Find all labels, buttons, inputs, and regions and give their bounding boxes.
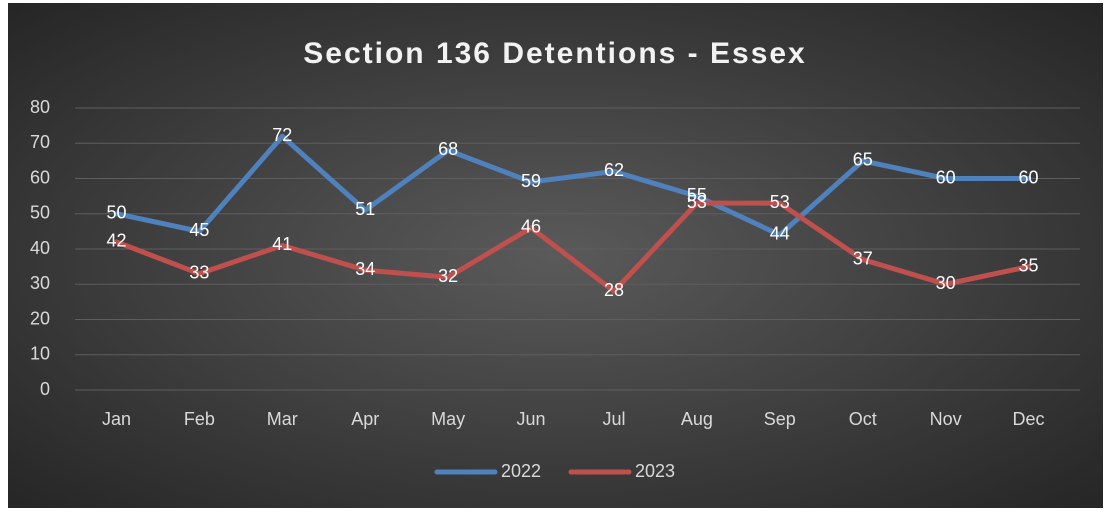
data-label: 51 (355, 199, 375, 219)
x-tick-label: Feb (184, 409, 215, 429)
data-label: 42 (106, 231, 126, 251)
y-tick-label: 70 (30, 132, 50, 152)
data-label: 60 (936, 167, 956, 187)
x-tick-label: Dec (1013, 409, 1045, 429)
data-label: 28 (604, 280, 624, 300)
data-label: 44 (770, 224, 790, 244)
x-tick-label: Apr (351, 409, 379, 429)
x-tick-label: Aug (681, 409, 713, 429)
y-tick-label: 20 (30, 308, 50, 328)
data-label: 37 (853, 248, 873, 268)
data-label: 50 (106, 203, 126, 223)
legend-label: 2022 (501, 461, 541, 481)
data-label: 32 (438, 266, 458, 286)
y-tick-label: 50 (30, 203, 50, 223)
x-tick-label: Nov (930, 409, 962, 429)
data-label: 60 (1019, 167, 1039, 187)
data-label: 45 (189, 220, 209, 240)
data-label: 53 (770, 192, 790, 212)
series-line (113, 200, 1032, 294)
data-label: 35 (1019, 255, 1039, 275)
data-label: 46 (521, 217, 541, 237)
data-label: 55 (687, 185, 707, 205)
x-tick-label: Sep (764, 409, 796, 429)
chart-background (8, 3, 1103, 508)
data-label: 41 (272, 234, 292, 254)
y-tick-label: 60 (30, 167, 50, 187)
data-label: 59 (521, 171, 541, 191)
data-label: 72 (272, 125, 292, 145)
x-tick-label: Oct (849, 409, 877, 429)
series-line (113, 133, 1032, 238)
y-tick-label: 0 (40, 379, 50, 399)
data-label: 30 (936, 273, 956, 293)
x-tick-label: Jul (602, 409, 625, 429)
y-tick-label: 80 (30, 97, 50, 117)
data-label: 65 (853, 150, 873, 170)
data-label: 62 (604, 160, 624, 180)
data-label: 68 (438, 139, 458, 159)
x-tick-label: Jun (517, 409, 546, 429)
data-label: 33 (189, 262, 209, 282)
y-tick-label: 10 (30, 344, 50, 364)
x-tick-label: Mar (267, 409, 298, 429)
data-label: 34 (355, 259, 375, 279)
legend-label: 2023 (635, 461, 675, 481)
chart-title: Section 136 Detentions - Essex (303, 37, 807, 70)
y-tick-label: 30 (30, 273, 50, 293)
x-tick-label: May (431, 409, 465, 429)
x-tick-label: Jan (102, 409, 131, 429)
data-label: 53 (687, 192, 707, 212)
y-tick-label: 40 (30, 238, 50, 258)
